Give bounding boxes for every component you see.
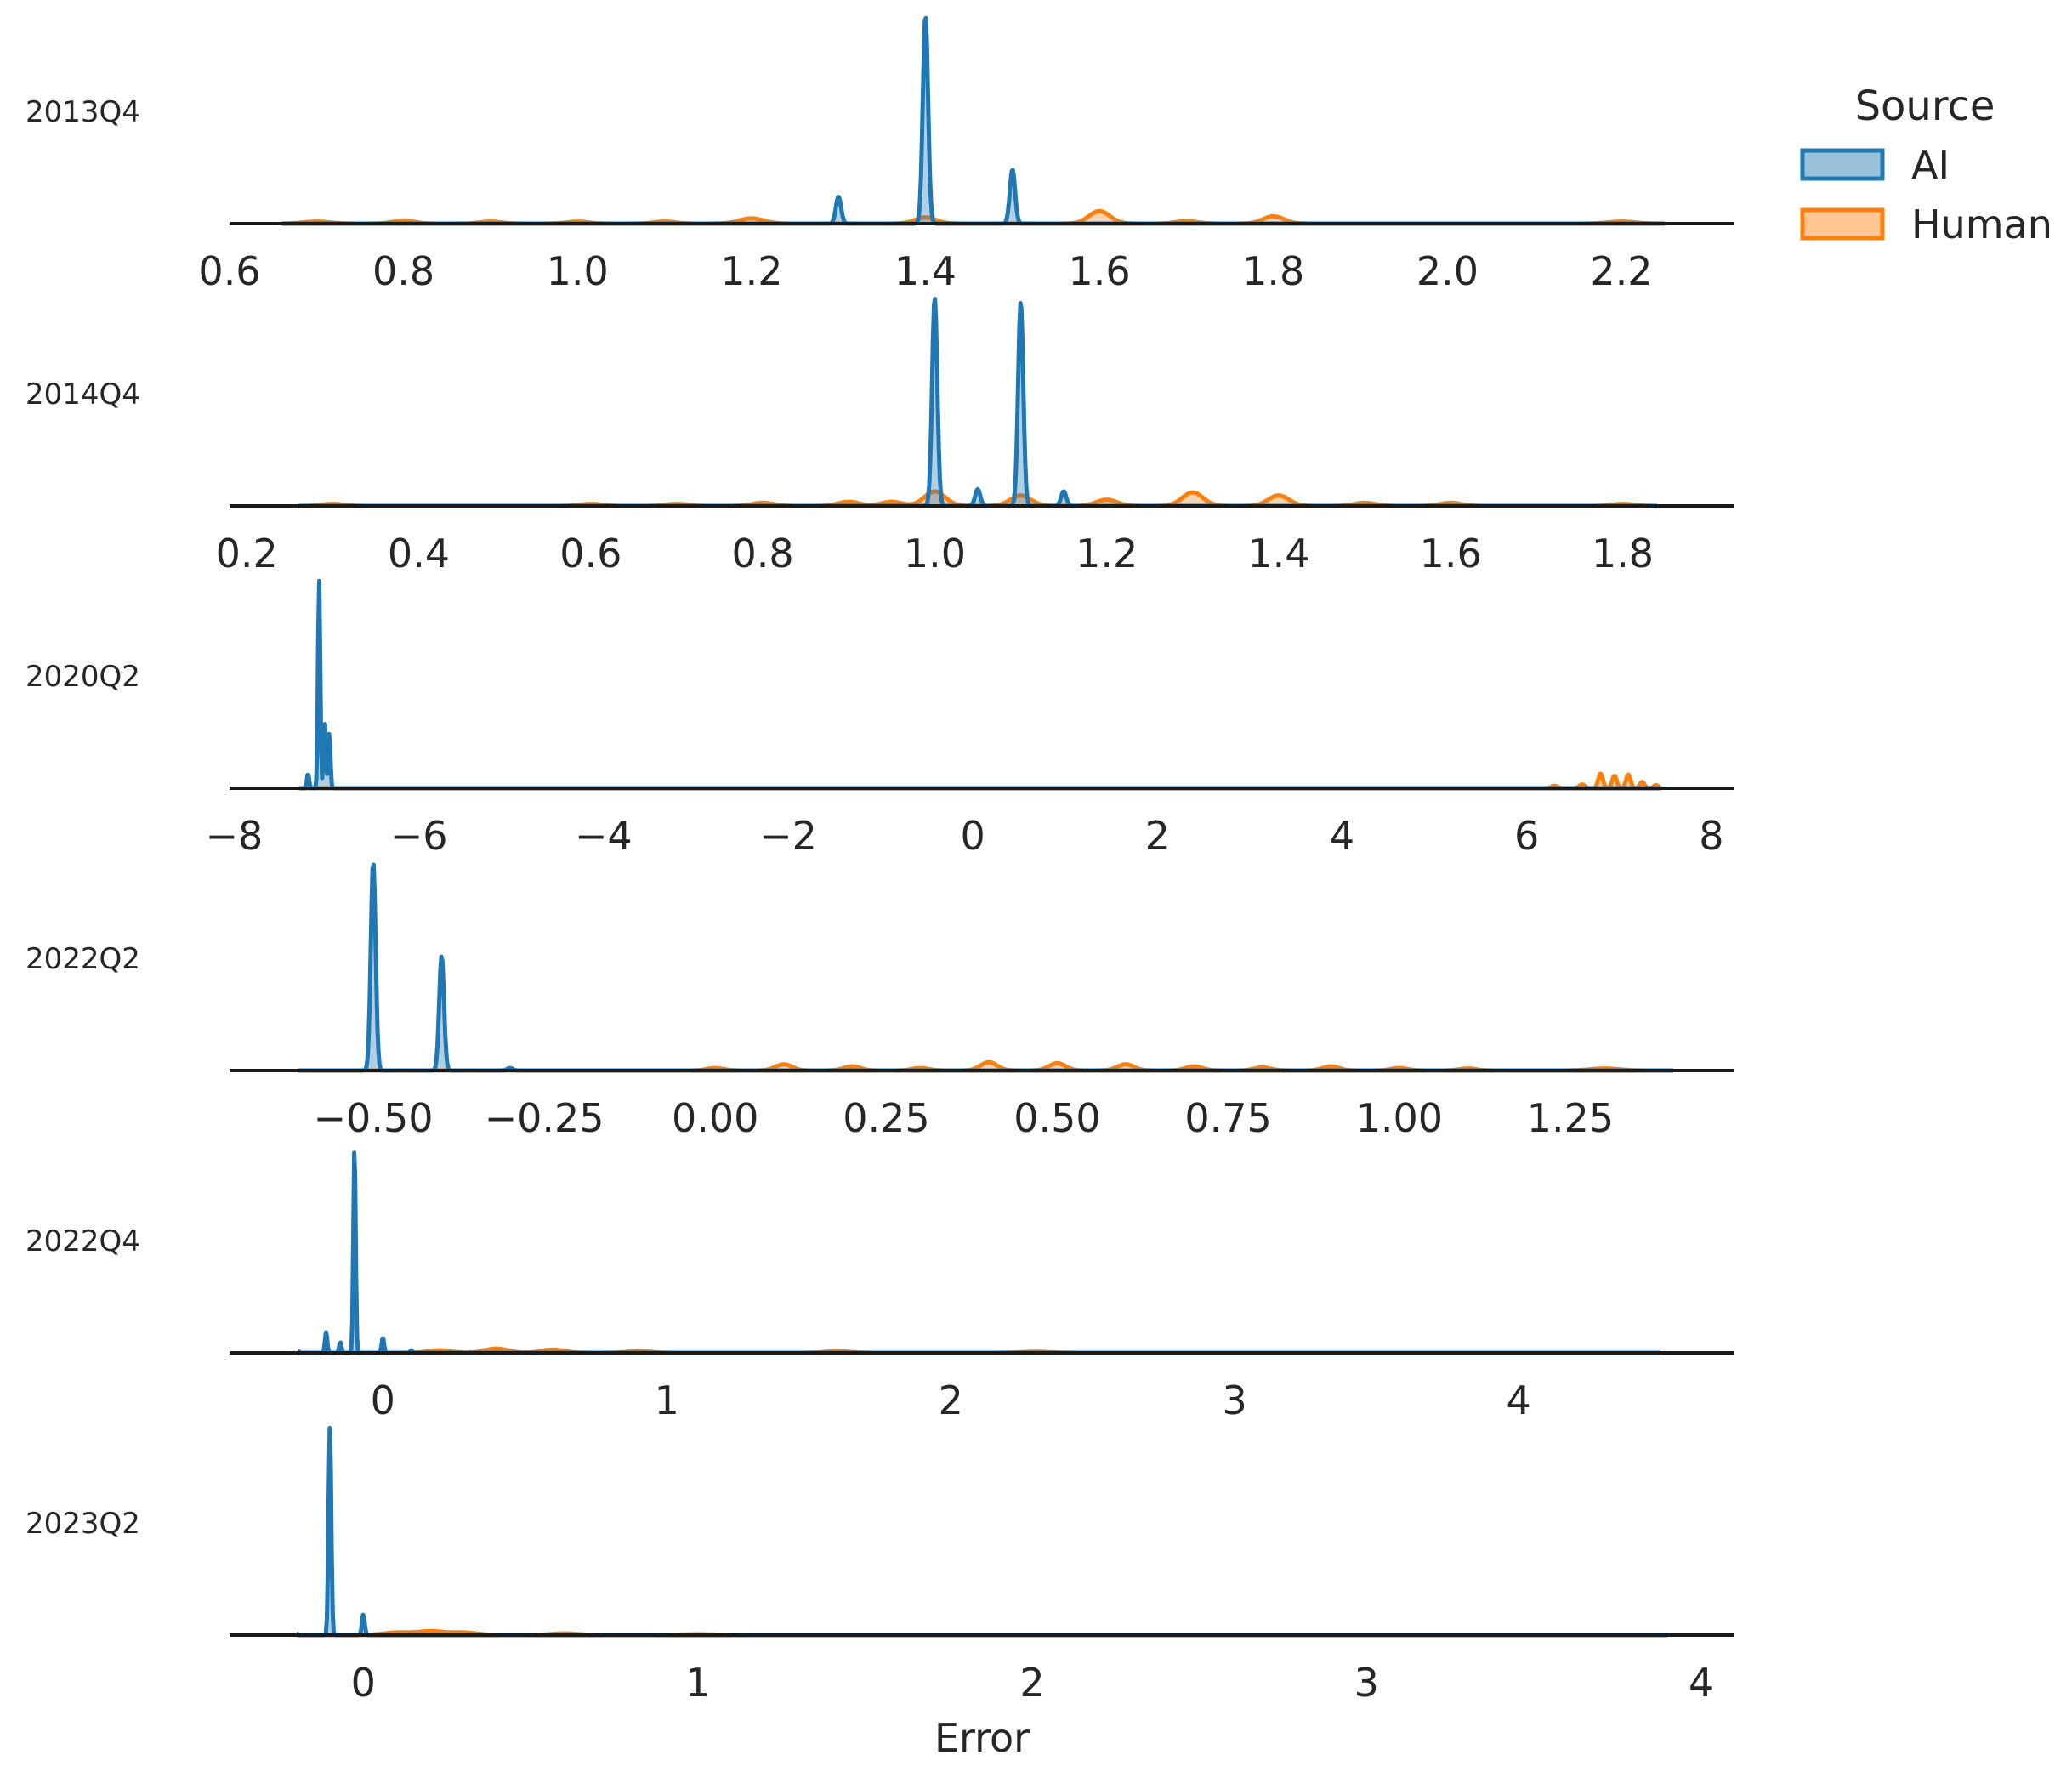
- row-label-2022Q4: 2022Q4: [26, 1224, 140, 1258]
- tick-label: 2: [1145, 813, 1170, 859]
- tick-label: 0.50: [1013, 1095, 1100, 1141]
- tick-label: 1: [655, 1377, 679, 1423]
- tick-label: 0.4: [388, 531, 450, 576]
- tick-label: 2: [939, 1377, 963, 1423]
- tick-label: 1.4: [894, 248, 957, 294]
- legend-item-human: Human: [1800, 202, 2052, 247]
- ai-density-2020Q2-fill: [298, 581, 1661, 788]
- tick-label: −6: [390, 813, 448, 859]
- ai-density-2023Q2-line: [295, 1425, 1669, 1638]
- row-label-2013Q4: 2013Q4: [26, 95, 140, 129]
- tick-label: 2.2: [1590, 248, 1652, 294]
- ai-density-2013Q4-line: [281, 15, 1666, 226]
- tick-label: 4: [1330, 813, 1354, 859]
- panel-2022Q2: 2022Q2 −0.50 −0.25 0.00 0.25 0.50 0.75 1.00 1.25: [26, 862, 1734, 1141]
- tick-label: 1.8: [1242, 248, 1304, 294]
- tick-label: 0: [960, 813, 985, 859]
- tick-label: 0.8: [732, 531, 794, 576]
- tick-label: 0.25: [843, 1095, 929, 1141]
- ai-density-2014Q4-fill: [298, 298, 1657, 506]
- ai-density-2022Q2-fill: [298, 865, 1673, 1071]
- ai-density-2023Q2-fill: [296, 1428, 1668, 1635]
- tick-label: 0.2: [216, 531, 278, 576]
- ai-density-2013Q4-fill: [281, 18, 1666, 224]
- ai-density-2022Q2-line: [297, 862, 1674, 1073]
- tick-label: 4: [1507, 1377, 1531, 1423]
- tick-label: 0.8: [372, 248, 434, 294]
- ai-density-2020Q2-line: [298, 578, 1662, 791]
- panel-2023Q2: 2023Q2 0 1 2 3 4: [26, 1425, 1734, 1706]
- tick-label: 2: [1019, 1660, 1044, 1706]
- tick-label: 0: [371, 1377, 395, 1423]
- tick-label: 0.6: [198, 248, 260, 294]
- tick-label: −8: [205, 813, 263, 859]
- row-label-2020Q2: 2020Q2: [26, 660, 140, 694]
- tick-label: 2.0: [1416, 248, 1479, 294]
- tick-label: 0.00: [672, 1095, 758, 1141]
- panel-2020Q2: 2020Q2 −8 −6 −4 −2 0 2 4 6 8: [26, 578, 1734, 859]
- tick-label: 6: [1514, 813, 1539, 859]
- tick-label: 1.0: [904, 531, 966, 576]
- legend-swatch-human: [1800, 207, 1885, 241]
- tick-label: 1.8: [1592, 531, 1654, 576]
- tick-label: 1.6: [1420, 531, 1482, 576]
- tick-label: 3: [1223, 1377, 1247, 1423]
- tick-label: 1.6: [1069, 248, 1131, 294]
- tick-label: 3: [1354, 1660, 1379, 1706]
- tick-label: 0.6: [559, 531, 622, 576]
- panel-2014Q4: 2014Q4 0.2 0.4 0.6 0.8 1.0 1.2 1.4 1.6 1.8: [26, 297, 1734, 576]
- legend-label-human: Human: [1911, 202, 2052, 247]
- x-axis-title: Error: [934, 1715, 1030, 1761]
- row-label-2023Q2: 2023Q2: [26, 1507, 140, 1541]
- tick-label: 1.2: [1076, 531, 1138, 576]
- tick-label: 1.00: [1356, 1095, 1443, 1141]
- row-label-2022Q2: 2022Q2: [26, 942, 140, 976]
- tick-label: 1.4: [1247, 531, 1309, 576]
- tick-label: −2: [759, 813, 817, 859]
- tick-label: 0.75: [1184, 1095, 1271, 1141]
- tick-label: 1: [685, 1660, 710, 1706]
- ai-density-2022Q4-fill: [298, 1152, 1661, 1353]
- tick-label: −4: [575, 813, 633, 859]
- legend-item-ai: AI: [1800, 142, 1950, 188]
- tick-label: 0: [351, 1660, 376, 1706]
- legend-swatch-ai: [1800, 148, 1885, 181]
- panel-2013Q4: 2013Q4 0.6 0.8 1.0 1.2 1.4 1.6 1.8 2.0 2.2: [26, 15, 1734, 294]
- panel-2022Q4: 2022Q4 0 1 2 3 4: [26, 1150, 1734, 1423]
- panels: 2013Q4 0.6 0.8 1.0 1.2 1.4 1.6 1.8 2.0 2.2 2014Q4 0…: [26, 15, 1734, 1706]
- legend-title: Source: [1855, 82, 1995, 130]
- tick-label: 1.25: [1527, 1095, 1614, 1141]
- ai-density-2022Q4-line: [296, 1150, 1662, 1355]
- human-density-2020Q2-fill: [298, 774, 1661, 788]
- tick-label: −0.25: [485, 1095, 605, 1141]
- tick-label: 1.2: [720, 248, 782, 294]
- tick-label: 4: [1689, 1660, 1713, 1706]
- legend-label-ai: AI: [1911, 142, 1950, 188]
- tick-label: −0.50: [314, 1095, 434, 1141]
- human-density-2020Q2-line: [298, 771, 1662, 791]
- tick-label: 8: [1699, 813, 1723, 859]
- legend: Source AI Human: [1800, 82, 2052, 247]
- ai-density-2014Q4-line: [297, 297, 1659, 508]
- row-label-2014Q4: 2014Q4: [26, 378, 140, 412]
- tick-label: 1.0: [547, 248, 609, 294]
